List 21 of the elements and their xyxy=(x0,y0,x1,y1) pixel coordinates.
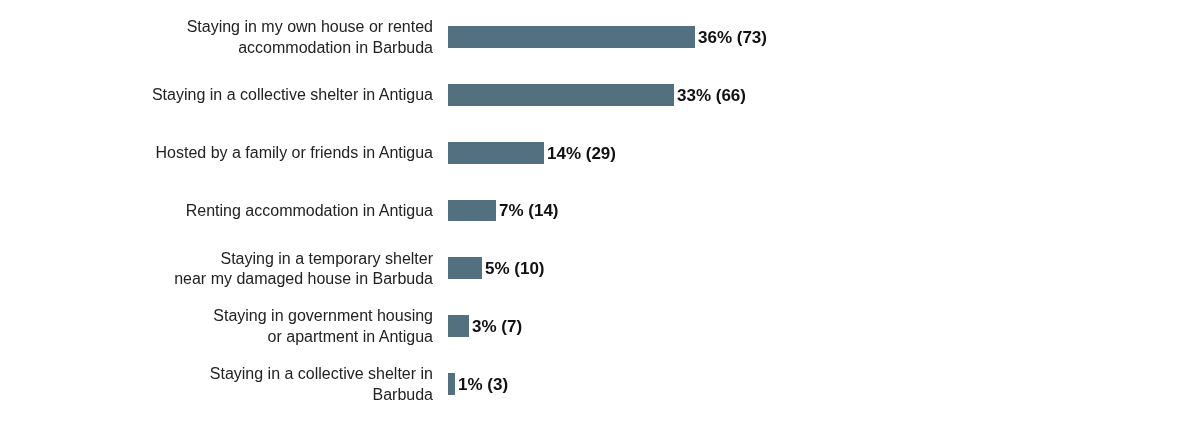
bar xyxy=(448,200,496,221)
data-label: 33% (66) xyxy=(677,85,746,105)
bar xyxy=(448,257,482,279)
y-tick-label: Staying in my own house or rented accommodation in Barbuda xyxy=(186,18,434,56)
y-tick-label: Staying in government housing or apartment in Antigua xyxy=(213,307,434,346)
bar xyxy=(448,315,469,337)
data-label: 1% (3) xyxy=(458,374,509,394)
data-label: 3% (7) xyxy=(472,316,523,336)
data-label: 5% (10) xyxy=(485,258,545,278)
y-tick-label: Staying in a collective shelter in Antigua xyxy=(151,86,434,104)
data-label: 7% (14) xyxy=(499,201,559,220)
y-tick-label: Hosted by a family or friends in Antigua xyxy=(155,144,434,162)
y-tick-label: Staying in a temporary shelter near my damaged house in Barbuda xyxy=(174,249,434,288)
bar xyxy=(448,142,544,164)
bar xyxy=(448,26,695,48)
data-label: 36% (73) xyxy=(698,27,767,47)
data-label: 14% (29) xyxy=(547,143,616,163)
y-tick-label: Renting accommodation in Antigua xyxy=(185,202,434,220)
bar xyxy=(448,84,674,106)
y-tick-label: Staying in a collective shelter in Barbuda xyxy=(209,365,434,404)
bar xyxy=(448,373,455,395)
